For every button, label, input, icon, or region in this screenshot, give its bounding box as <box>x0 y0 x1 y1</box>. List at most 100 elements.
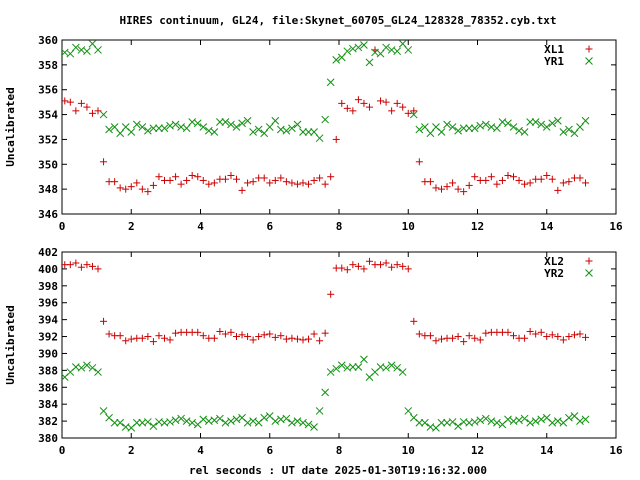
data-point <box>199 332 207 340</box>
x-tick-label: 4 <box>197 444 204 457</box>
data-point <box>448 418 457 426</box>
data-point <box>487 173 495 181</box>
data-point <box>415 330 423 338</box>
data-point <box>465 181 473 189</box>
y-tick-label: 354 <box>38 109 58 122</box>
data-point <box>460 188 468 196</box>
data-point <box>570 331 578 339</box>
data-point <box>227 328 235 336</box>
legend-label: XL2 <box>544 255 564 268</box>
data-point <box>565 125 573 134</box>
x-tick-label: 2 <box>128 444 135 457</box>
series-yr1 <box>60 39 590 143</box>
data-point <box>238 331 246 339</box>
data-point <box>421 418 429 427</box>
data-point <box>210 416 219 425</box>
data-point <box>255 333 263 341</box>
legend-marker <box>585 269 593 277</box>
data-point <box>293 417 302 425</box>
data-point <box>393 47 402 56</box>
data-point <box>548 331 556 339</box>
data-point <box>83 47 91 56</box>
data-point <box>149 124 158 133</box>
data-point <box>199 176 207 184</box>
x-tick-label: 0 <box>59 220 66 233</box>
data-point <box>260 413 269 422</box>
data-point <box>426 129 435 138</box>
data-point <box>310 423 318 431</box>
data-point <box>365 103 373 111</box>
data-point <box>144 126 152 135</box>
data-point <box>526 418 534 427</box>
data-point <box>94 46 102 54</box>
data-point <box>377 97 385 105</box>
data-point <box>72 259 80 267</box>
data-point <box>271 333 279 341</box>
y-tick-label: 352 <box>38 133 58 146</box>
data-point <box>570 129 579 138</box>
data-point <box>354 262 362 270</box>
data-point <box>122 337 130 345</box>
data-point <box>337 53 346 62</box>
y-tick-label: 380 <box>38 432 58 445</box>
data-point <box>348 363 357 371</box>
data-point <box>553 417 562 425</box>
data-point <box>127 128 136 136</box>
data-point <box>360 265 368 273</box>
x-tick-label: 12 <box>471 220 484 233</box>
y-tick-label: 402 <box>38 246 58 259</box>
data-point <box>116 332 124 340</box>
data-point <box>77 363 86 372</box>
data-point <box>448 123 457 131</box>
data-point <box>537 120 546 129</box>
data-point <box>537 328 545 336</box>
data-point <box>559 179 567 187</box>
data-point <box>194 328 202 336</box>
data-point <box>193 119 202 128</box>
data-point <box>243 116 252 125</box>
data-point <box>88 39 97 48</box>
data-point <box>510 173 518 181</box>
y-tick-label: 388 <box>38 364 58 377</box>
data-point <box>149 338 157 346</box>
data-point <box>233 333 241 341</box>
data-point <box>360 41 368 49</box>
data-point <box>553 116 562 125</box>
data-point <box>526 118 534 126</box>
data-point <box>471 334 479 342</box>
data-point <box>155 124 163 133</box>
data-point <box>365 58 374 67</box>
data-point <box>548 418 557 427</box>
data-point <box>382 363 390 372</box>
data-point <box>172 329 180 337</box>
data-point <box>393 261 401 269</box>
x-tick-label: 10 <box>402 220 415 233</box>
data-point <box>387 361 396 370</box>
data-point <box>293 335 301 343</box>
data-point <box>66 261 74 269</box>
data-point <box>454 185 462 193</box>
data-point <box>481 414 490 423</box>
data-point <box>299 336 307 344</box>
data-point <box>282 178 290 186</box>
data-point <box>216 327 224 335</box>
data-point <box>393 363 402 372</box>
data-point <box>521 334 529 342</box>
data-point <box>160 334 168 342</box>
data-point <box>144 333 152 341</box>
data-point <box>244 179 252 187</box>
y-tick-label: 348 <box>38 183 58 196</box>
data-point <box>410 107 418 115</box>
data-point <box>144 418 152 426</box>
data-point <box>77 99 85 107</box>
data-point <box>576 330 584 338</box>
data-point <box>521 180 529 188</box>
data-point <box>559 128 568 136</box>
data-point <box>304 128 313 136</box>
data-point <box>305 180 313 188</box>
y-tick-label: 350 <box>38 158 58 171</box>
data-point <box>482 176 490 184</box>
y-tick-label: 400 <box>38 263 58 276</box>
data-point <box>321 388 330 397</box>
